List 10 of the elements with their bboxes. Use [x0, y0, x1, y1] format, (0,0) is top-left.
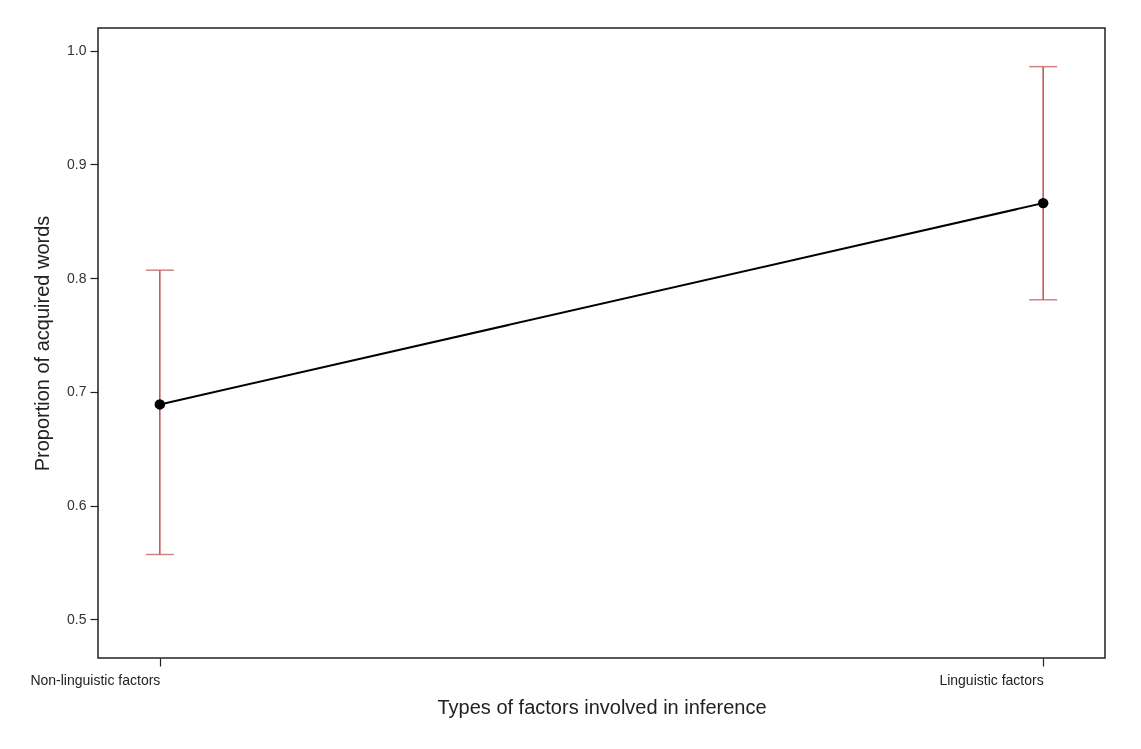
x-tick-label: Linguistic factors: [939, 671, 1044, 688]
y-tick-label: 0.7: [67, 383, 87, 400]
y-axis-title: Proportion of acquired words: [31, 215, 54, 472]
y-tick-label: 0.8: [67, 269, 87, 286]
y-tick-label: 0.9: [67, 155, 87, 172]
y-tick-label: 0.5: [67, 610, 87, 627]
x-axis-title: Types of factors involved in inference: [437, 695, 767, 718]
y-tick-label: 0.6: [67, 497, 87, 514]
x-tick-label: Non-linguistic factors: [30, 671, 161, 688]
y-tick-label: 1.0: [67, 42, 87, 59]
